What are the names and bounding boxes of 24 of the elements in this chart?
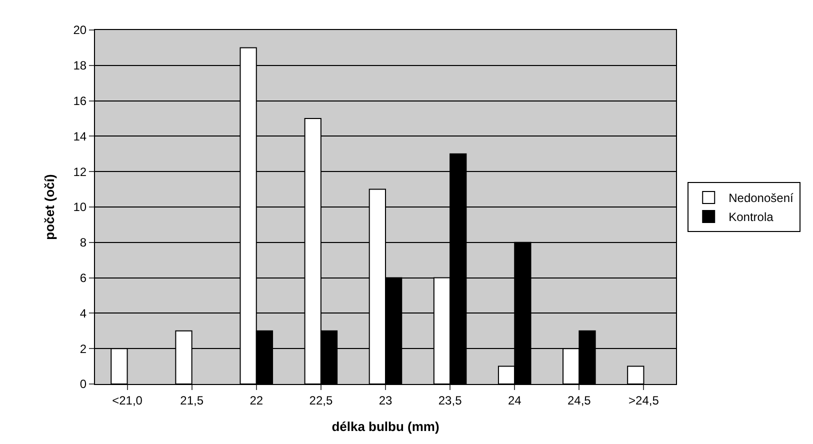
- x-tick-label: <21,0: [112, 393, 143, 408]
- y-tick-label: 18: [73, 58, 87, 73]
- x-tick-label: 21,5: [180, 393, 204, 408]
- x-tick-label: 23,5: [438, 393, 462, 408]
- x-tick-label: >24,5: [628, 393, 660, 408]
- x-tick-label: 23: [378, 393, 392, 408]
- y-tick-label: 16: [73, 94, 87, 108]
- y-tick-label: 14: [73, 129, 87, 144]
- legend-label: Nedonošení: [728, 191, 794, 206]
- y-tick-label: 12: [73, 164, 87, 179]
- x-tick-label: 24: [508, 393, 522, 408]
- y-tick-label: 2: [80, 342, 87, 356]
- legend-label: Kontrola: [728, 210, 774, 224]
- y-axis-title: počet (očí): [42, 174, 58, 240]
- y-tick-label: 8: [80, 236, 87, 250]
- y-tick-label: 6: [80, 271, 87, 285]
- x-tick-label: 22: [250, 393, 264, 408]
- y-tick-label: 4: [80, 306, 87, 320]
- y-tick-label: 20: [73, 23, 87, 38]
- x-axis-title: délka bulbu (mm): [332, 419, 440, 434]
- y-tick-label: 0: [80, 377, 87, 392]
- x-tick-label: 24,5: [567, 393, 592, 408]
- x-tick-label: 22,5: [309, 393, 333, 408]
- y-tick-label: 10: [73, 200, 87, 214]
